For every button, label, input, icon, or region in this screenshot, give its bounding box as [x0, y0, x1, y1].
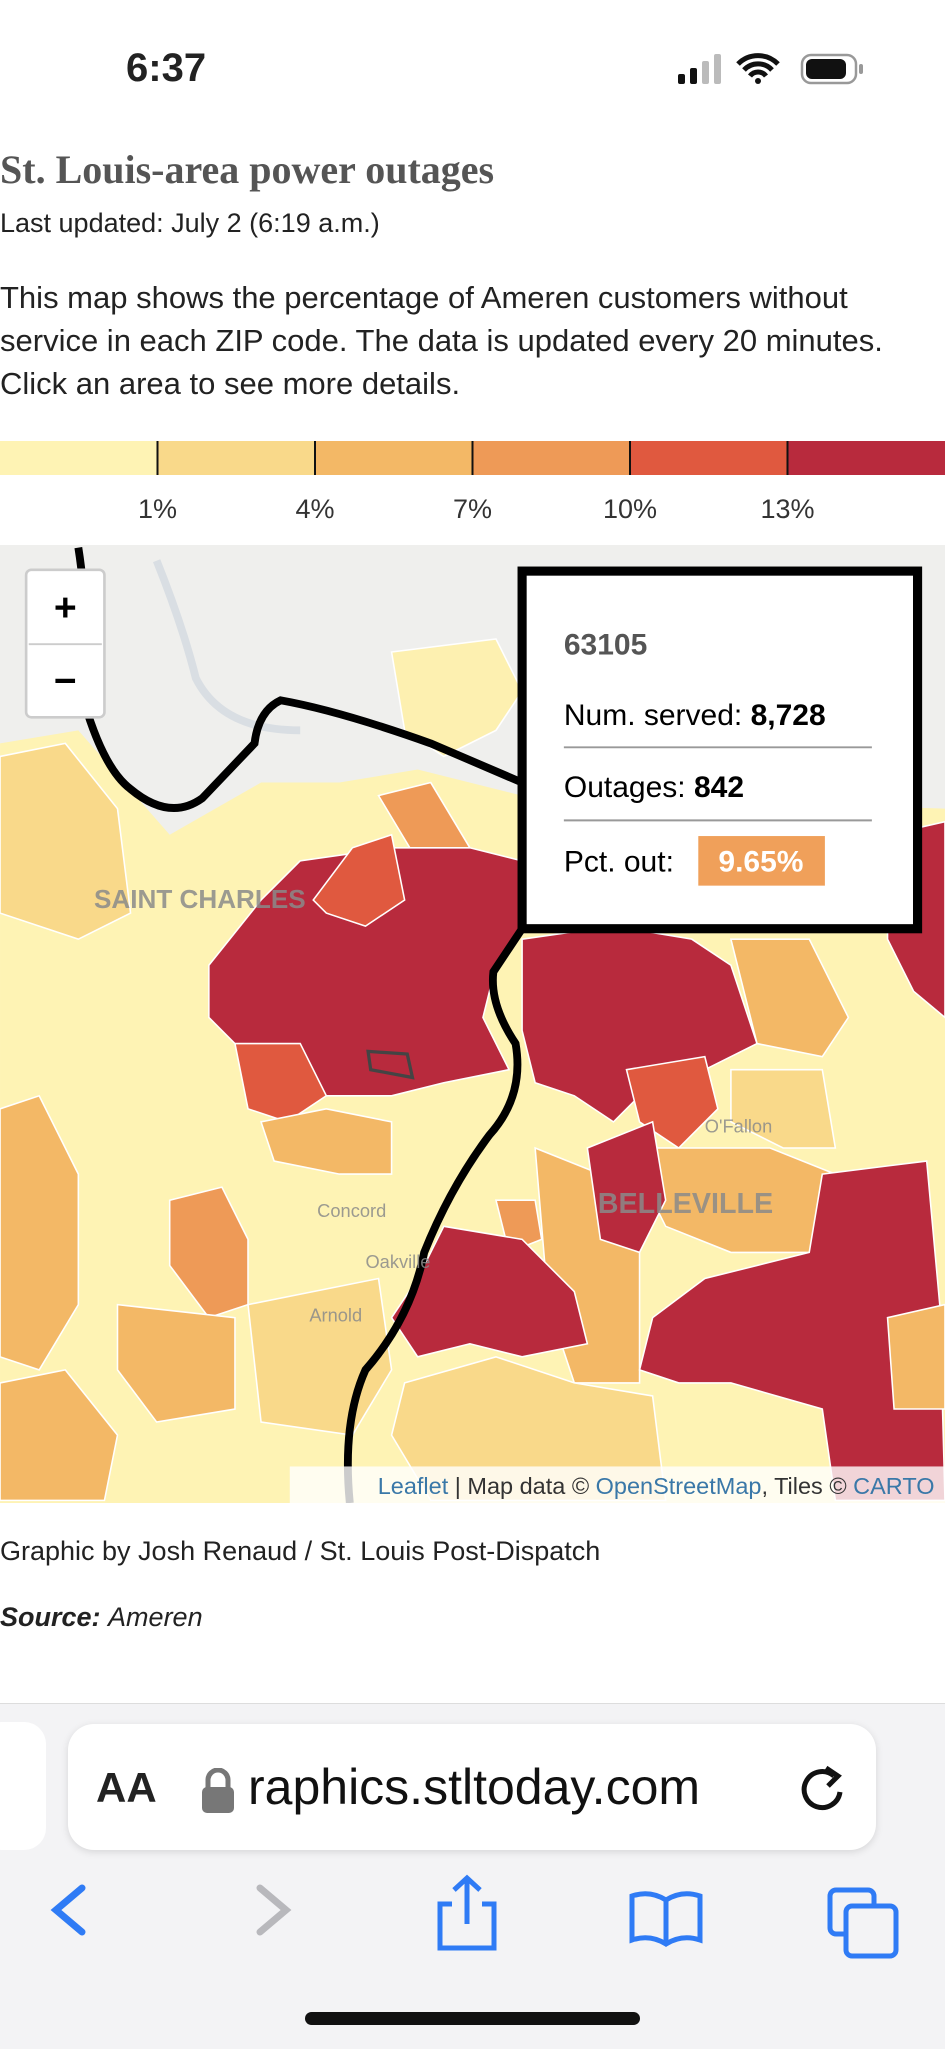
text-size-button[interactable]: AA — [96, 1764, 157, 1812]
label: Outages: — [564, 771, 686, 804]
legend-tick-label: 1% — [138, 494, 177, 524]
link[interactable]: Leaflet — [378, 1473, 449, 1499]
status-icons — [670, 50, 870, 90]
text: | Map data © — [448, 1473, 595, 1499]
map-label: BELLEVILLE — [598, 1188, 773, 1220]
source-value: Ameren — [108, 1602, 203, 1632]
nav-icons — [0, 1870, 945, 1960]
prev-tab[interactable] — [0, 1722, 46, 1850]
legend-swatch — [315, 441, 473, 475]
legend-tick-label: 7% — [453, 494, 492, 524]
reload-icon[interactable] — [794, 1762, 850, 1818]
share[interactable] — [440, 1878, 494, 1948]
map-label: SAINT CHARLES — [94, 884, 306, 914]
map-label: Oakville — [365, 1251, 430, 1272]
link[interactable]: CARTO — [853, 1473, 934, 1499]
url[interactable]: raphics.stltoday.com — [248, 1758, 700, 1816]
legend-tick-label: 4% — [295, 494, 334, 524]
legend: 1% 4% 7% 10% 13% — [0, 436, 945, 536]
forward[interactable] — [260, 1888, 286, 1932]
back[interactable] — [56, 1888, 82, 1932]
legend-swatch — [0, 441, 158, 475]
legend-tick-label: 13% — [760, 494, 814, 524]
map[interactable]: SAINT CHARLES BELLEVILLE O'Fallon Concor… — [0, 545, 945, 1503]
byline: Graphic by Josh Renaud / St. Louis Post-… — [0, 1536, 600, 1567]
attribution: Leaflet | Map data © OpenStreetMap, Tile… — [378, 1473, 935, 1499]
label: Num. served: — [564, 699, 742, 732]
value: 8,728 — [751, 699, 826, 732]
legend-swatch — [788, 441, 945, 475]
source-label: Source: — [0, 1602, 101, 1632]
tooltip-pct: 9.65% — [718, 845, 803, 878]
source: Source: Ameren — [0, 1602, 203, 1633]
value: 842 — [694, 771, 744, 804]
legend-swatch — [158, 441, 316, 475]
text: , Tiles © — [761, 1473, 853, 1499]
lock-icon — [200, 1768, 236, 1814]
tooltip-served: Num. served: 8,728 — [564, 699, 826, 732]
legend-tick-label: 10% — [603, 494, 657, 524]
zoom-in[interactable]: + — [54, 587, 77, 630]
zoom-out[interactable]: − — [54, 660, 77, 703]
legend-swatch — [473, 441, 631, 475]
tabs[interactable] — [830, 1890, 896, 1956]
updated: Last updated: July 2 (6:19 a.m.) — [0, 208, 380, 239]
map-label: O'Fallon — [705, 1115, 772, 1136]
tooltip-pct-label: Pct. out: — [564, 845, 674, 878]
tooltip-zip: 63105 — [564, 629, 647, 662]
map-label: Arnold — [309, 1305, 362, 1326]
bookmarks[interactable] — [632, 1894, 700, 1944]
home-indicator — [305, 2012, 640, 2025]
title: St. Louis-area power outages — [0, 146, 494, 193]
status-time: 6:37 — [126, 46, 206, 91]
link[interactable]: OpenStreetMap — [596, 1473, 762, 1499]
tooltip-outages: Outages: 842 — [564, 771, 744, 804]
map-label: Concord — [317, 1200, 386, 1221]
legend-swatch — [630, 441, 788, 475]
description: This map shows the percentage of Ameren … — [0, 276, 930, 405]
